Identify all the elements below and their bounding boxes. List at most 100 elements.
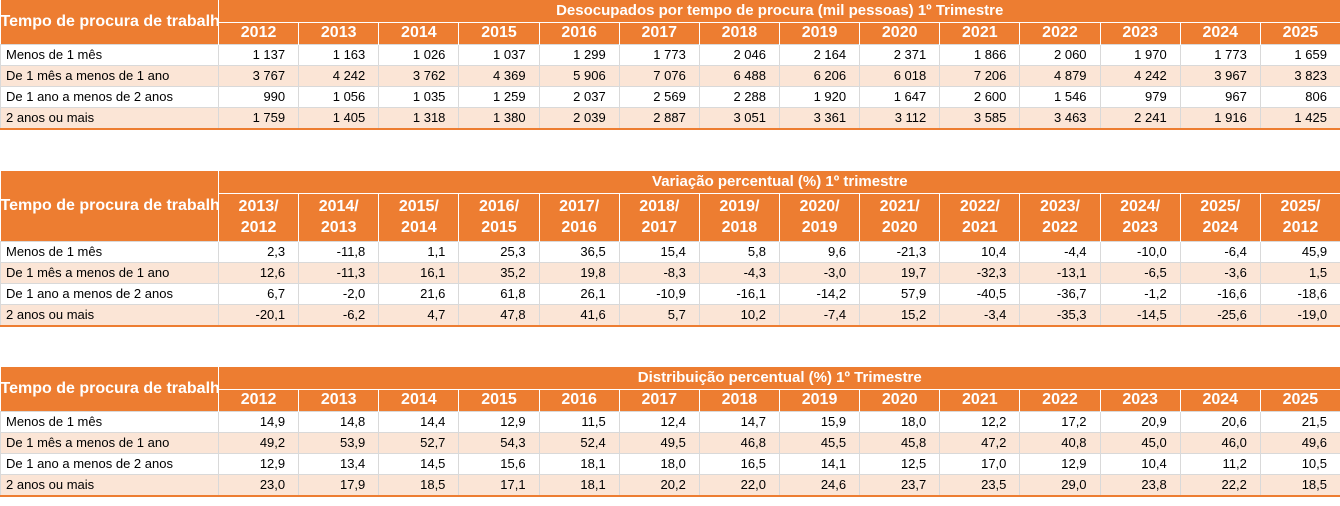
row-label: De 1 mês a menos de 1 ano bbox=[0, 261, 219, 284]
year-header-row: 2012 2013 2014 2015 2016 2017 2018 2019 2020 2021… bbox=[1, 389, 1340, 411]
table-cell: 10,4 bbox=[939, 240, 1021, 263]
table-cell: 47,8 bbox=[458, 303, 540, 327]
year-header-row: 2012 2013 2014 2015 2016 2017 2018 2019 2020 2021… bbox=[1, 22, 1340, 44]
table-cell: -21,3 bbox=[859, 240, 941, 263]
column-header: 2019 bbox=[778, 389, 861, 411]
table-cell: 3 967 bbox=[1179, 64, 1261, 87]
table-cell: 1,5 bbox=[1259, 261, 1340, 284]
table-row: De 1 ano a menos de 2 anos 990 1 056 1 035 1… bbox=[0, 85, 1340, 108]
column-header: 2018 bbox=[698, 389, 780, 411]
table-cell: 36,5 bbox=[538, 240, 620, 263]
table-cell: -1,2 bbox=[1099, 282, 1181, 305]
table-cell: 3 762 bbox=[378, 64, 460, 87]
table-cell: 6 206 bbox=[778, 64, 861, 87]
column-header: 2020/2019 bbox=[778, 193, 861, 241]
table-cell: 1 759 bbox=[217, 106, 300, 130]
table-cell: 967 bbox=[1179, 85, 1261, 108]
year-header-row: 2013/2012 2014/2013 2015/2014 2016/2015 2017… bbox=[1, 193, 1340, 241]
column-header: 2023 bbox=[1099, 22, 1181, 44]
column-header: 2015/2014 bbox=[378, 193, 460, 241]
column-header: 2020 bbox=[859, 389, 941, 411]
table-cell: 10,2 bbox=[698, 303, 780, 327]
table-row: Menos de 1 mês 14,9 14,8 14,4 12,9 11,5 12,4 14… bbox=[0, 410, 1340, 433]
table-cell: 1 163 bbox=[298, 43, 380, 66]
row-label: De 1 ano a menos de 2 anos bbox=[0, 282, 219, 305]
column-header-part: 2021/ bbox=[879, 198, 920, 215]
column-header: 2014 bbox=[378, 22, 460, 44]
column-header-part: 2017 bbox=[641, 391, 678, 408]
column-header-part: 2018 bbox=[721, 219, 758, 236]
column-header-part: 2015 bbox=[481, 24, 517, 41]
table-cell: 1 773 bbox=[618, 43, 700, 66]
row-label: De 1 mês a menos de 1 ano bbox=[0, 431, 219, 454]
table-cell: 23,8 bbox=[1099, 473, 1181, 497]
table-cell: 3 361 bbox=[778, 106, 861, 130]
table-cell: 52,7 bbox=[378, 431, 460, 454]
table-cell: 26,1 bbox=[538, 282, 620, 305]
column-header: 2021 bbox=[939, 22, 1021, 44]
row-label: De 1 ano a menos de 2 anos bbox=[0, 85, 219, 108]
table-cell: 57,9 bbox=[859, 282, 941, 305]
table-cell: 2 039 bbox=[538, 106, 620, 130]
table-cell: 2 241 bbox=[1099, 106, 1181, 130]
column-header: 2018 bbox=[698, 22, 780, 44]
table-cell: 17,2 bbox=[1019, 410, 1101, 433]
column-header-part: 2024/ bbox=[1120, 198, 1161, 215]
table-cell: 3 823 bbox=[1259, 64, 1340, 87]
table-cell: 29,0 bbox=[1019, 473, 1101, 497]
table-cell: 1 405 bbox=[298, 106, 380, 130]
table-cell: 49,2 bbox=[217, 431, 300, 454]
table-cell: 10,5 bbox=[1259, 452, 1340, 475]
table-row: De 1 ano a menos de 2 anos 6,7 -2,0 21,6 61,… bbox=[0, 282, 1340, 305]
column-header: 2022/2021 bbox=[939, 193, 1021, 241]
column-header-part: 2023 bbox=[1122, 24, 1158, 41]
column-header: 2013 bbox=[298, 389, 380, 411]
table-cell: -3,4 bbox=[939, 303, 1021, 327]
column-header-part: 2019 bbox=[801, 219, 838, 236]
table-cell: 18,5 bbox=[378, 473, 460, 497]
table-cell: -35,3 bbox=[1019, 303, 1101, 327]
column-header-part: 2012 bbox=[240, 391, 277, 408]
table-cell: 2 046 bbox=[698, 43, 780, 66]
table-cell: 18,0 bbox=[618, 452, 700, 475]
table-cell: 2 371 bbox=[859, 43, 941, 66]
table-cell: 49,6 bbox=[1259, 431, 1340, 454]
column-header-part: 2025/ bbox=[1280, 198, 1321, 215]
table-cell: -3,6 bbox=[1179, 261, 1261, 284]
table-cell: -10,0 bbox=[1099, 240, 1181, 263]
table-cell: 12,9 bbox=[458, 410, 540, 433]
table-cell: 1 659 bbox=[1259, 43, 1340, 66]
table-cell: 12,4 bbox=[618, 410, 700, 433]
column-header-part: 2022 bbox=[1042, 219, 1078, 236]
table-cell: 12,9 bbox=[217, 452, 300, 475]
column-header-part: 2022/ bbox=[959, 198, 1000, 215]
table-cell: 14,7 bbox=[698, 410, 780, 433]
table-cell: -6,5 bbox=[1099, 261, 1181, 284]
column-header-part: 2021 bbox=[962, 391, 998, 408]
table-header: Tempo de procura de trabalho Distribuiçã… bbox=[0, 367, 1340, 411]
table-row: Menos de 1 mês 2,3 -11,8 1,1 25,3 36,5 15,4 5,8… bbox=[0, 240, 1340, 263]
table-cell: -4,4 bbox=[1019, 240, 1101, 263]
column-header-part: 2016 bbox=[561, 391, 597, 408]
column-header-part: 2017/ bbox=[559, 198, 600, 215]
column-header: 2023/2022 bbox=[1019, 193, 1101, 241]
table-cell: 15,4 bbox=[618, 240, 700, 263]
table-cell: 45,8 bbox=[859, 431, 941, 454]
column-header: 2021 bbox=[939, 389, 1021, 411]
table-title: Distribuição percentual (%) 1º Trimestre bbox=[218, 367, 1340, 390]
table-cell: -36,7 bbox=[1019, 282, 1101, 305]
table-cell: 1 546 bbox=[1019, 85, 1101, 108]
table-cell: 3 463 bbox=[1019, 106, 1101, 130]
column-header-part: 2021 bbox=[962, 24, 998, 41]
column-header: 2016 bbox=[538, 22, 620, 44]
table-cell: 2 060 bbox=[1019, 43, 1101, 66]
table-cell: 14,1 bbox=[778, 452, 861, 475]
column-header: 2024 bbox=[1179, 389, 1261, 411]
table-cell: 6,7 bbox=[217, 282, 300, 305]
table-cell: 18,0 bbox=[859, 410, 941, 433]
table-cell: 24,6 bbox=[778, 473, 861, 497]
table-cell: -6,4 bbox=[1179, 240, 1261, 263]
column-header-part: 2015 bbox=[481, 219, 517, 236]
column-header: 2024/2023 bbox=[1099, 193, 1181, 241]
column-header-part: 2018/ bbox=[639, 198, 680, 215]
